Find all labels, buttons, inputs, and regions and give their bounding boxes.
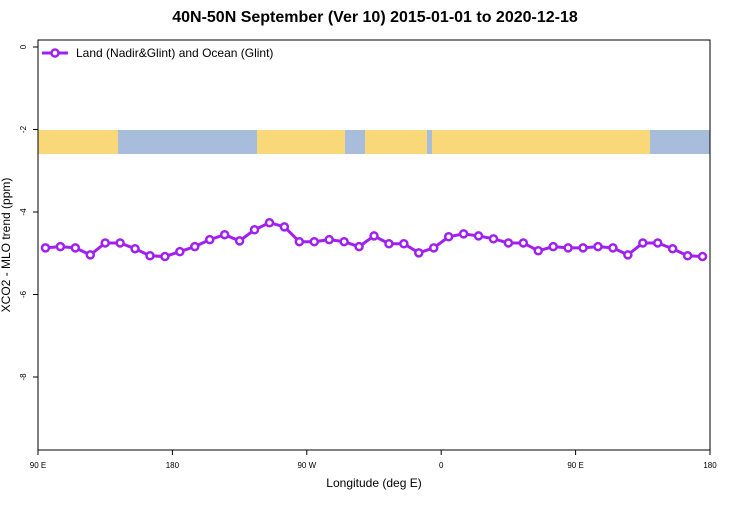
data-point [578, 243, 588, 253]
data-point [458, 229, 469, 239]
data-point [682, 250, 693, 261]
land [38, 130, 118, 154]
land [257, 130, 345, 154]
y-tick-label: -4 [19, 208, 28, 216]
data-point [399, 239, 409, 249]
data-point [204, 234, 215, 245]
data-point [309, 236, 320, 247]
data-point [249, 224, 260, 235]
data-point [55, 241, 66, 252]
data-point [130, 243, 140, 254]
data-point [70, 243, 81, 253]
plot-frame [37, 39, 711, 451]
data-point [190, 241, 200, 252]
data-point [85, 250, 96, 260]
data-point [593, 241, 603, 252]
data-point [443, 232, 454, 242]
y-axis-label: XCO2 - MLO trend (ppm) [0, 178, 13, 313]
data-point [488, 234, 499, 244]
data-point [40, 243, 51, 253]
x-tick-label: 180 [703, 461, 717, 470]
x-tick-label: 90 E [30, 461, 46, 470]
data-point [518, 238, 529, 248]
x-axis-label: Longitude (deg E) [326, 476, 421, 490]
data-point [697, 251, 708, 262]
data-point [175, 246, 185, 257]
data-point [100, 238, 110, 248]
data-point [294, 236, 305, 247]
data-point [115, 238, 125, 248]
data-point [339, 236, 349, 247]
chart-title: 40N-50N September (Ver 10) 2015-01-01 to… [172, 9, 578, 26]
data-point [563, 243, 573, 253]
data-point [533, 246, 544, 256]
data-point [145, 250, 155, 261]
data-point [414, 248, 424, 258]
data-point [652, 238, 663, 248]
x-tick-label: 0 [439, 461, 444, 470]
data-point [638, 238, 648, 248]
data-point [473, 231, 484, 241]
data-point [234, 236, 245, 246]
data-point [623, 250, 633, 260]
x-tick-label: 180 [166, 461, 180, 470]
data-point [324, 234, 334, 245]
y-tick-label: -6 [19, 290, 28, 298]
x-tick-label: 90 E [567, 461, 583, 470]
land [432, 130, 650, 154]
legend-marker [50, 48, 60, 58]
data-point [219, 229, 230, 240]
data-point [264, 217, 275, 228]
x-tick-label: 90 W [297, 461, 316, 470]
data-point [384, 239, 394, 249]
data-point [369, 231, 379, 241]
data-point [160, 251, 170, 262]
data-point [428, 243, 439, 253]
data-point [608, 243, 618, 253]
data-point [548, 241, 558, 252]
legend-label: Land (Nadir&Glint) and Ocean (Glint) [76, 46, 273, 60]
data-point [667, 243, 678, 254]
map-strip [38, 130, 710, 154]
y-tick-label: -8 [19, 373, 28, 381]
land [365, 130, 427, 154]
y-tick-label: 0 [19, 44, 28, 49]
y-tick-label: -2 [19, 125, 28, 133]
data-point [503, 238, 514, 248]
data-point [354, 241, 364, 252]
data-point [279, 222, 290, 232]
